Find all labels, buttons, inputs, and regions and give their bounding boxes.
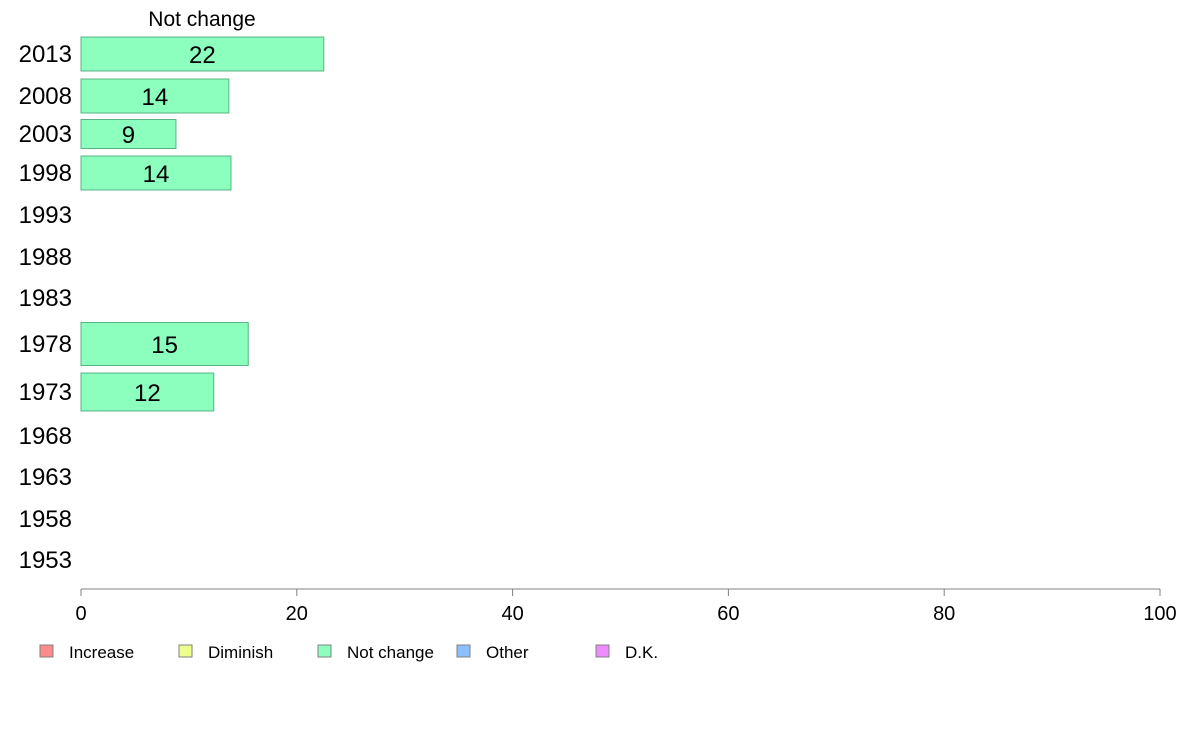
- bar-value-label: 14: [142, 84, 169, 111]
- legend-label: Increase: [69, 643, 134, 662]
- legend-swatch: [595, 644, 610, 658]
- legend-label: D.K.: [625, 643, 658, 662]
- y-tick-label: 1953: [19, 547, 72, 574]
- legend-swatch: [317, 644, 332, 658]
- legend-label: Other: [486, 643, 529, 662]
- y-tick-label: 1978: [19, 331, 72, 358]
- legend: Increase Diminish Not change Other D.K.: [39, 643, 658, 662]
- bar: [80, 78, 230, 114]
- bar: [80, 155, 232, 191]
- legend-swatch: [178, 644, 193, 658]
- bars: 22 14 9 14 15 12: [80, 36, 325, 412]
- bar-value-label: 12: [134, 380, 161, 407]
- y-tick-label: 1983: [19, 285, 72, 312]
- x-tick-label: 80: [933, 603, 955, 625]
- y-tick-label: 2003: [19, 121, 72, 148]
- x-tick-label: 20: [286, 603, 308, 625]
- bar-value-label: 22: [189, 42, 216, 69]
- bar-value-label: 15: [151, 332, 178, 359]
- y-tick-label: 1958: [19, 506, 72, 533]
- y-tick-label: 2013: [19, 41, 72, 68]
- x-tick-label: 0: [75, 603, 86, 625]
- y-axis-labels: 2013 2008 2003 1998 1993 1988 1983 1978 1973 1968…: [19, 41, 72, 574]
- legend-swatch: [456, 644, 471, 658]
- x-tick-label: 60: [717, 603, 739, 625]
- y-tick-label: 1998: [19, 160, 72, 187]
- y-tick-label: 1993: [19, 202, 72, 229]
- y-tick-label: 1973: [19, 379, 72, 406]
- bar: [80, 36, 325, 72]
- bar-value-label: 9: [122, 122, 135, 149]
- x-axis: 0 20 40 60 80 100: [75, 588, 1177, 625]
- legend-label: Not change: [347, 643, 434, 662]
- y-tick-label: 1968: [19, 423, 72, 450]
- chart-title: Not change: [148, 8, 255, 31]
- bar: [80, 372, 215, 412]
- x-tick-label: 100: [1143, 603, 1176, 625]
- x-tick-label: 40: [501, 603, 523, 625]
- bar: [80, 119, 177, 149]
- y-tick-label: 1963: [19, 464, 72, 491]
- bar-value-label: 14: [143, 161, 170, 188]
- legend-swatch: [39, 644, 54, 658]
- bar: [80, 322, 249, 366]
- legend-label: Diminish: [208, 643, 273, 662]
- y-tick-label: 2008: [19, 83, 72, 110]
- y-tick-label: 1988: [19, 244, 72, 271]
